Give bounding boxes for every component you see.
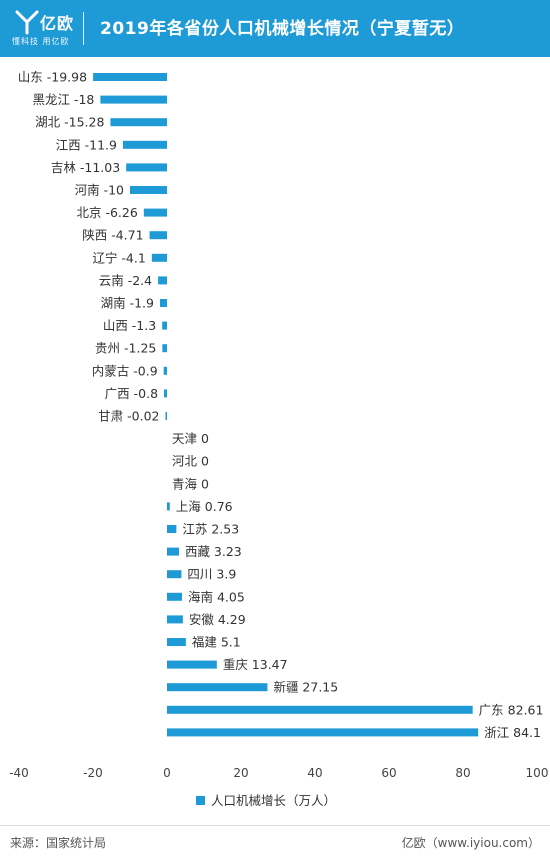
bar-label-安徽: 安徽 4.29 xyxy=(189,612,246,627)
bar-label-陕西: 陕西 -4.71 xyxy=(82,228,143,243)
yiou-logo-icon xyxy=(15,10,39,35)
bar-label-江苏: 江苏 2.53 xyxy=(182,522,239,537)
logo-text: 亿欧 xyxy=(40,14,75,33)
bar-label-福建: 福建 5.1 xyxy=(192,635,241,650)
bar-label-河南: 河南 -10 xyxy=(75,183,124,198)
bar-西藏 xyxy=(167,547,179,556)
header-divider xyxy=(83,12,84,45)
bar-湖南 xyxy=(159,299,167,307)
bar-重庆 xyxy=(167,660,217,669)
chart-title: 2019年各省份人口机械增长情况（宁夏暂无） xyxy=(100,19,465,39)
source-note: 来源：国家统计局 xyxy=(10,836,107,850)
bar-label-四川: 四川 3.9 xyxy=(187,567,236,582)
bar-label-广东: 广东 82.61 xyxy=(479,702,544,717)
x-tick-label: 80 xyxy=(455,766,470,780)
bar-label-河北: 河北 0 xyxy=(172,454,209,469)
bar-吉林 xyxy=(126,163,167,172)
bar-label-云南: 云南 -2.4 xyxy=(99,273,152,288)
bar-label-新疆: 新疆 27.15 xyxy=(273,680,338,695)
x-tick-label: -20 xyxy=(83,766,103,780)
bar-label-北京: 北京 -6.26 xyxy=(77,205,138,220)
bar-北京 xyxy=(143,208,167,217)
bar-黑龙江 xyxy=(100,95,167,104)
bar-label-西藏: 西藏 3.23 xyxy=(185,544,242,559)
legend-label: 人口机械增长（万人） xyxy=(211,793,336,808)
bar-辽宁 xyxy=(151,253,167,262)
header-banner: 亿欧 懂科技 用亿欧 2019年各省份人口机械增长情况（宁夏暂无） xyxy=(0,0,550,57)
x-tick-label: 40 xyxy=(307,766,322,780)
bar-label-湖北: 湖北 -15.28 xyxy=(35,115,104,130)
bar-河南 xyxy=(130,186,167,194)
bar-label-重庆: 重庆 13.47 xyxy=(223,657,288,672)
bar-山东 xyxy=(93,73,167,81)
bar-广西 xyxy=(164,389,167,398)
x-tick-label: 20 xyxy=(233,766,248,780)
bar-江苏 xyxy=(167,525,177,533)
bar-贵州 xyxy=(162,344,167,353)
bar-云南 xyxy=(158,276,167,285)
footer-divider xyxy=(0,825,550,826)
bar-江西 xyxy=(122,140,167,149)
bar-label-辽宁: 辽宁 -4.1 xyxy=(92,250,145,265)
bar-海南 xyxy=(167,592,182,601)
bar-label-山东: 山东 -19.98 xyxy=(18,70,87,85)
bar-浙江 xyxy=(167,728,479,737)
bar-label-湖南: 湖南 -1.9 xyxy=(101,296,154,311)
bar-label-天津: 天津 0 xyxy=(172,431,209,446)
bar-广东 xyxy=(167,705,473,714)
bar-chart: 山东 -19.98 黑龙江 -18 湖北 -15.28 江西 -11.9 吉林 -11.… xyxy=(9,70,549,809)
bar-label-海南: 海南 4.05 xyxy=(188,589,245,604)
x-tick-label: -40 xyxy=(9,766,29,780)
x-tick-label: 60 xyxy=(381,766,396,780)
bar-label-浙江: 浙江 84.1 xyxy=(484,725,541,740)
bar-label-江西: 江西 -11.9 xyxy=(56,137,117,152)
bar-label-青海: 青海 0 xyxy=(172,476,209,491)
bar-安徽 xyxy=(167,615,183,624)
legend-swatch xyxy=(196,796,205,805)
bar-label-黑龙江: 黑龙江 -18 xyxy=(33,92,95,107)
bar-新疆 xyxy=(167,683,268,692)
x-tick-label: 0 xyxy=(163,766,171,780)
bar-label-山西: 山西 -1.3 xyxy=(103,318,156,333)
bar-label-内蒙古: 内蒙古 -0.9 xyxy=(92,363,158,378)
brand-note: 亿欧（www.iyiou.com） xyxy=(401,836,540,850)
bar-label-广西: 广西 -0.8 xyxy=(105,386,158,401)
bar-福建 xyxy=(167,638,186,646)
bar-上海 xyxy=(167,502,170,511)
bar-label-吉林: 吉林 -11.03 xyxy=(51,160,120,175)
bar-四川 xyxy=(167,570,182,579)
bar-陕西 xyxy=(149,231,167,240)
x-tick-label: 100 xyxy=(526,766,549,780)
logo-slogan: 懂科技 用亿欧 xyxy=(12,37,70,46)
bar-山西 xyxy=(162,321,167,330)
bar-label-甘肃: 甘肃 -0.02 xyxy=(98,409,159,424)
bar-内蒙古 xyxy=(163,366,167,375)
bar-湖北 xyxy=(110,118,167,127)
bar-label-贵州: 贵州 -1.25 xyxy=(95,341,156,356)
bar-label-上海: 上海 0.76 xyxy=(176,499,233,514)
bar-甘肃 xyxy=(165,412,167,420)
